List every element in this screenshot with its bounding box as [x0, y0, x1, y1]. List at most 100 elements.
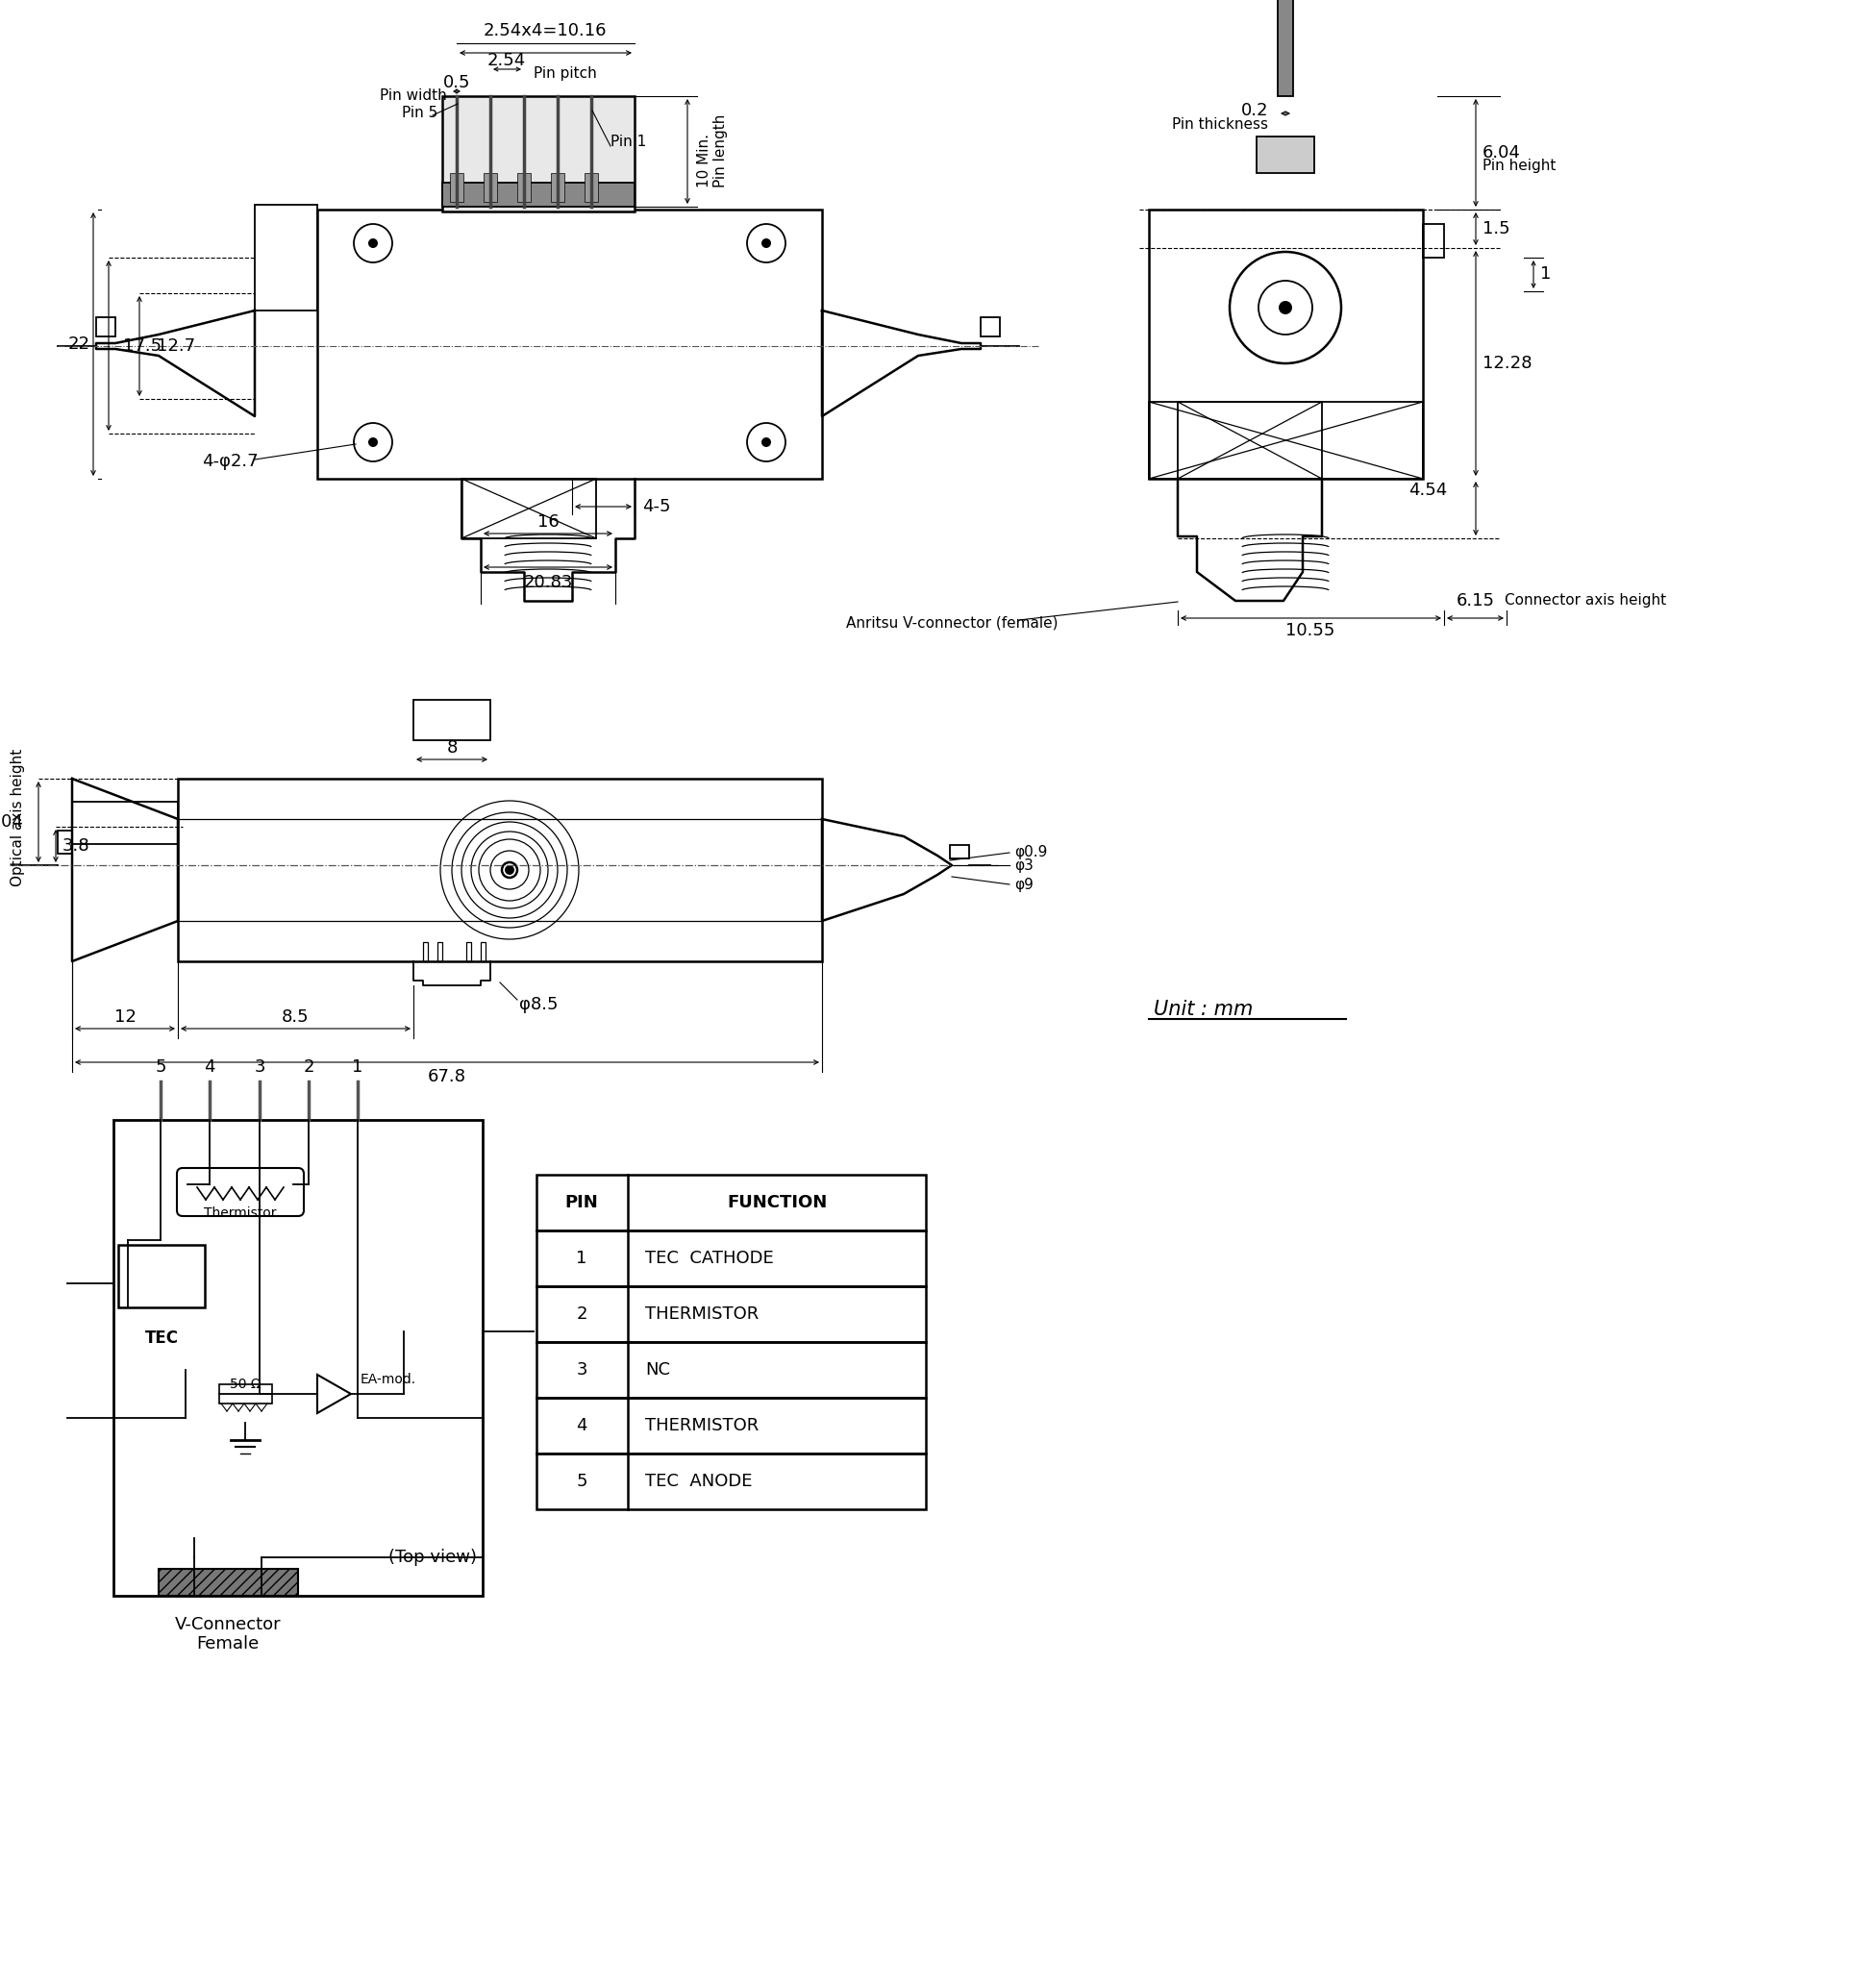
- Circle shape: [505, 865, 514, 875]
- Text: 16: 16: [536, 513, 559, 531]
- Text: 4.54: 4.54: [1409, 481, 1447, 499]
- Text: THERMISTOR: THERMISTOR: [645, 1306, 759, 1322]
- Bar: [1256, 137, 1314, 173]
- Text: 6.04: 6.04: [1482, 145, 1521, 161]
- Bar: [536, 1286, 925, 1342]
- Bar: [551, 173, 564, 203]
- Bar: [443, 183, 635, 207]
- Bar: [518, 173, 531, 203]
- Circle shape: [761, 437, 772, 447]
- Bar: [465, 942, 471, 962]
- Text: 8.5: 8.5: [282, 1008, 308, 1026]
- Bar: [95, 318, 116, 336]
- Text: φ0.9: φ0.9: [1015, 845, 1047, 861]
- Bar: [536, 1231, 925, 1286]
- Text: TEC  ANODE: TEC ANODE: [645, 1473, 753, 1491]
- Bar: [1149, 209, 1422, 479]
- Bar: [462, 479, 596, 539]
- Text: 1.5: 1.5: [1482, 221, 1510, 237]
- Bar: [1149, 402, 1422, 479]
- Text: 2: 2: [303, 1058, 314, 1076]
- Bar: [422, 942, 428, 962]
- Text: 12: 12: [114, 1008, 136, 1026]
- Bar: [536, 1398, 925, 1453]
- Text: V-Connector
Female: V-Connector Female: [174, 1616, 280, 1652]
- Bar: [58, 831, 73, 853]
- Text: TEC: TEC: [144, 1330, 178, 1346]
- Text: φ8.5: φ8.5: [520, 996, 559, 1014]
- Text: 22: 22: [67, 336, 90, 352]
- Text: 4-φ2.7: 4-φ2.7: [202, 453, 258, 469]
- Text: 3: 3: [576, 1362, 587, 1378]
- Text: 1: 1: [351, 1058, 363, 1076]
- Text: 3: 3: [254, 1058, 265, 1076]
- Text: 2.54x4=10.16: 2.54x4=10.16: [484, 22, 607, 40]
- Text: 3.8: 3.8: [62, 837, 90, 855]
- Text: Pin 5: Pin 5: [402, 105, 437, 121]
- Bar: [536, 1342, 925, 1398]
- Bar: [114, 1119, 482, 1596]
- Text: 20.83: 20.83: [523, 575, 572, 590]
- Text: φ3: φ3: [1015, 859, 1034, 873]
- Text: Pin height: Pin height: [1482, 159, 1555, 173]
- Bar: [949, 845, 970, 859]
- Text: FUNCTION: FUNCTION: [727, 1195, 826, 1211]
- Text: Anritsu V-connector (female): Anritsu V-connector (female): [847, 616, 1058, 630]
- Text: 4-5: 4-5: [643, 497, 671, 515]
- Text: 10.55: 10.55: [1286, 622, 1334, 640]
- Bar: [413, 700, 490, 740]
- Text: 0.2: 0.2: [1241, 101, 1267, 119]
- Circle shape: [1278, 300, 1291, 314]
- Text: THERMISTOR: THERMISTOR: [645, 1417, 759, 1433]
- Bar: [118, 1244, 206, 1308]
- Text: 12.28: 12.28: [1482, 354, 1533, 372]
- Text: 50 Ω: 50 Ω: [230, 1378, 262, 1392]
- Text: TEC  CATHODE: TEC CATHODE: [645, 1250, 774, 1266]
- Bar: [536, 1453, 925, 1509]
- Bar: [254, 205, 318, 310]
- Text: 6.15: 6.15: [1456, 592, 1495, 610]
- Text: 1: 1: [1540, 264, 1551, 282]
- Text: 2: 2: [576, 1306, 587, 1322]
- Bar: [437, 942, 443, 962]
- Bar: [981, 318, 1000, 336]
- Text: 0.5: 0.5: [443, 74, 471, 91]
- Bar: [159, 1569, 297, 1596]
- Text: EA-mod.: EA-mod.: [361, 1374, 417, 1386]
- Text: 6.04: 6.04: [0, 813, 24, 831]
- Bar: [219, 1384, 273, 1404]
- FancyBboxPatch shape: [178, 1169, 305, 1217]
- Text: NC: NC: [645, 1362, 671, 1378]
- Circle shape: [368, 239, 378, 248]
- Bar: [536, 1175, 925, 1231]
- Circle shape: [761, 239, 772, 248]
- Text: (Top view): (Top view): [389, 1549, 477, 1567]
- Bar: [443, 95, 635, 211]
- Text: 5: 5: [576, 1473, 587, 1491]
- Text: 4: 4: [576, 1417, 587, 1433]
- Text: φ9: φ9: [1015, 877, 1034, 893]
- Text: 4: 4: [204, 1058, 215, 1076]
- Text: 10 Min.
Pin length: 10 Min. Pin length: [697, 113, 729, 187]
- Bar: [450, 173, 464, 203]
- Text: 2.54: 2.54: [488, 52, 525, 70]
- Bar: [73, 801, 178, 845]
- Bar: [585, 173, 598, 203]
- Text: 5: 5: [155, 1058, 166, 1076]
- Bar: [1177, 402, 1321, 479]
- Text: Connector axis height: Connector axis height: [1505, 594, 1667, 608]
- Text: Thermistor: Thermistor: [204, 1207, 277, 1221]
- Text: Pin 1: Pin 1: [611, 135, 647, 149]
- Text: Pin width: Pin width: [379, 89, 447, 103]
- Text: Pin pitch: Pin pitch: [533, 66, 596, 80]
- Bar: [178, 779, 822, 962]
- Text: 67.8: 67.8: [428, 1068, 465, 1085]
- Text: Unit : mm: Unit : mm: [1153, 1000, 1252, 1020]
- Text: Optical axis height: Optical axis height: [9, 747, 24, 887]
- Text: 17.5: 17.5: [123, 338, 161, 354]
- Text: Pin thickness: Pin thickness: [1172, 117, 1267, 131]
- Bar: [480, 942, 486, 962]
- Circle shape: [368, 437, 378, 447]
- Bar: [1278, 0, 1293, 95]
- Bar: [318, 209, 822, 479]
